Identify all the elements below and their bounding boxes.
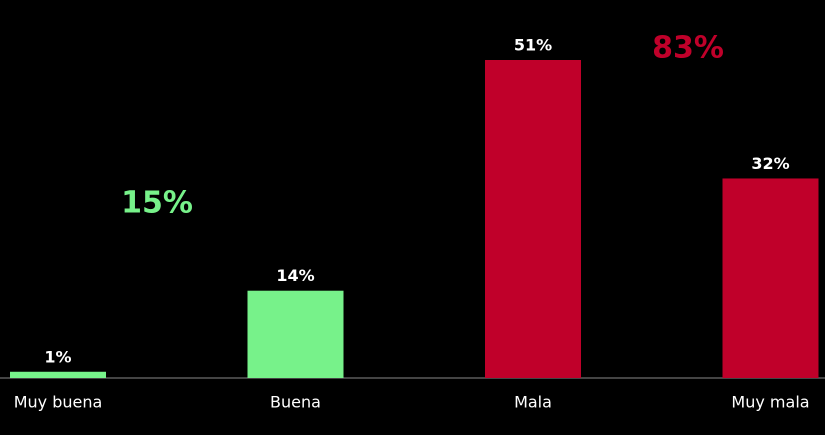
value-label: 1% (44, 347, 71, 366)
x-tick-label: Muy buena (14, 393, 103, 412)
x-tick-label: Mala (514, 393, 552, 412)
x-tick-label: Buena (270, 393, 321, 412)
annotation: 15% (121, 186, 193, 221)
value-label: 32% (751, 154, 789, 173)
bar (247, 290, 344, 378)
bar (10, 371, 106, 378)
bar (485, 60, 581, 378)
value-label: 14% (276, 266, 314, 285)
value-label: 51% (514, 36, 552, 55)
bar (722, 178, 819, 378)
x-tick-label: Muy mala (731, 393, 809, 412)
annotation: 83% (652, 31, 724, 66)
